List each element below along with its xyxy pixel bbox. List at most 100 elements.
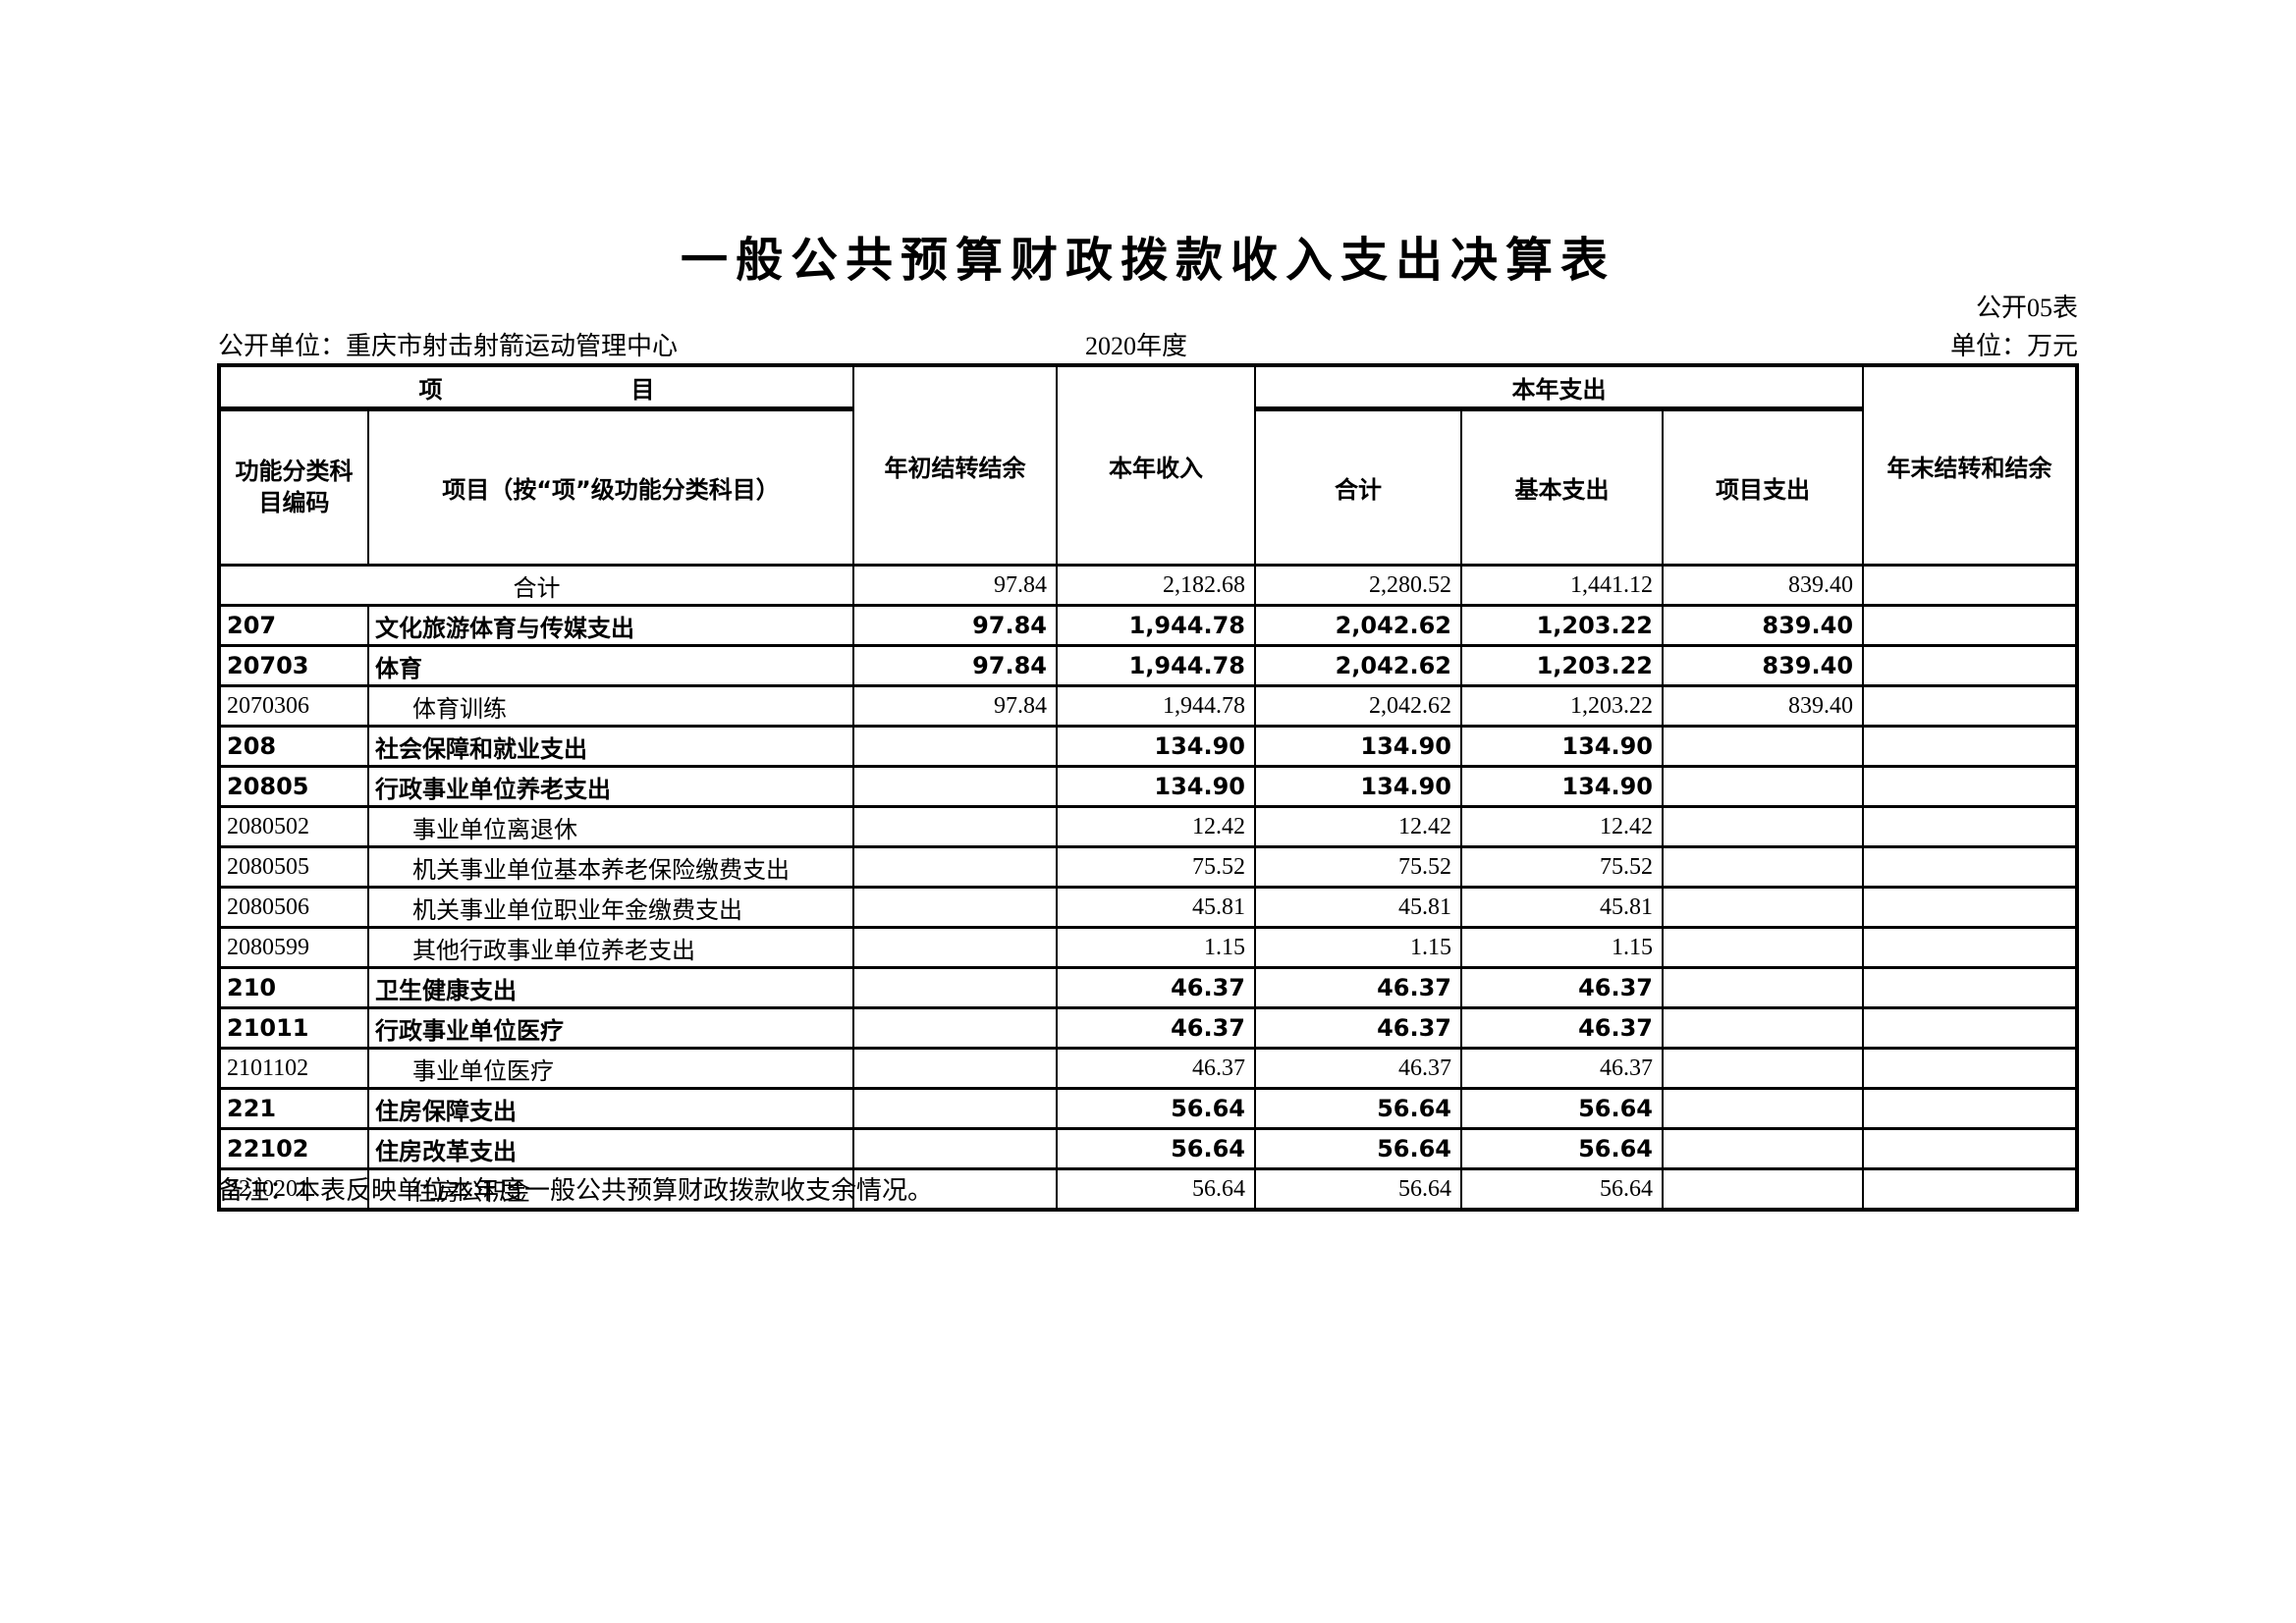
cell-function-code: 20703 <box>218 644 369 687</box>
cell-value: 1,944.78 <box>1056 684 1256 728</box>
cell-value: 1.15 <box>1056 926 1256 969</box>
cell-item-name: 卫生健康支出 <box>367 966 854 1009</box>
cell-value: 46.37 <box>1056 1047 1256 1090</box>
cell-value <box>1862 564 2079 607</box>
cell-function-code: 2080502 <box>218 805 369 848</box>
cell-value: 1,944.78 <box>1056 604 1256 647</box>
cell-value <box>852 765 1058 808</box>
cell-value: 134.90 <box>1056 765 1256 808</box>
table-body: 合计 97.84 2,182.68 2,280.52 1,441.12 839.40 207… <box>218 564 2079 1212</box>
cell-function-code: 2080599 <box>218 926 369 969</box>
cell-value: 56.64 <box>1056 1167 1256 1212</box>
cell-value <box>852 1127 1058 1170</box>
cell-value: 1.15 <box>1460 926 1664 969</box>
cell-value <box>852 1167 1058 1212</box>
cell-value: 839.40 <box>1661 644 1865 687</box>
table-header: 项 目 年初结转结余 本年收入 本年支出 年末结转和结余 功能分类科目编码 项目… <box>218 363 2079 567</box>
page-title: 一般公共预算财政拨款收入支出决算表 <box>680 233 1615 288</box>
cell-item-name: 事业单位离退休 <box>367 805 854 848</box>
cell-value: 45.81 <box>1460 886 1664 929</box>
cell-value: 1,203.22 <box>1460 644 1664 687</box>
table-row: 207 文化旅游体育与传媒支出 97.84 1,944.78 2,042.62 1,203… <box>218 604 2079 647</box>
cell-value <box>1862 886 2079 929</box>
cell-value <box>1862 604 2079 647</box>
budget-table: 项 目 年初结转结余 本年收入 本年支出 年末结转和结余 功能分类科目编码 项目… <box>217 363 2080 1212</box>
cell-value <box>852 886 1058 929</box>
table-number: 公开05表 <box>1975 294 2078 322</box>
cell-function-code: 21011 <box>218 1006 369 1050</box>
cell-value: 2,182.68 <box>1056 564 1256 607</box>
cell-value: 97.84 <box>852 644 1058 687</box>
cell-value: 56.64 <box>1254 1127 1462 1170</box>
cell-value <box>1862 644 2079 687</box>
cell-value <box>1661 1087 1865 1130</box>
cell-item-name: 事业单位医疗 <box>367 1047 854 1090</box>
table-row: 210 卫生健康支出 46.37 46.37 46.37 <box>218 966 2079 1009</box>
cell-value <box>852 725 1058 768</box>
cell-value: 12.42 <box>1460 805 1664 848</box>
cell-value: 134.90 <box>1056 725 1256 768</box>
header-expense-total: 合计 <box>1254 407 1462 567</box>
cell-value: 46.37 <box>1254 1006 1462 1050</box>
cell-value: 56.64 <box>1460 1127 1664 1170</box>
cell-value: 2,042.62 <box>1254 644 1462 687</box>
cell-value: 1,944.78 <box>1056 644 1256 687</box>
footnote: 备注：本表反映单位本年度一般公共预算财政拨款收支余情况。 <box>218 1176 934 1205</box>
cell-value <box>1862 1087 2079 1130</box>
cell-value <box>1661 765 1865 808</box>
cell-value: 1.15 <box>1254 926 1462 969</box>
cell-value: 75.52 <box>1056 845 1256 889</box>
cell-value <box>1661 845 1865 889</box>
cell-item-name: 住房公积金 <box>367 1167 854 1212</box>
cell-value: 46.37 <box>1056 966 1256 1009</box>
cell-item-name: 体育 <box>367 644 854 687</box>
cell-value <box>1862 684 2079 728</box>
cell-function-code: 20805 <box>218 765 369 808</box>
table-row: 21011 行政事业单位医疗 46.37 46.37 46.37 <box>218 1006 2079 1050</box>
cell-item-name: 住房保障支出 <box>367 1087 854 1130</box>
table-row: 2080506 机关事业单位职业年金缴费支出 45.81 45.81 45.81 <box>218 886 2079 929</box>
table-row: 208 社会保障和就业支出 134.90 134.90 134.90 <box>218 725 2079 768</box>
table-row: 2070306 体育训练 97.84 1,944.78 2,042.62 1,203.22… <box>218 684 2079 728</box>
cell-function-code: 2070306 <box>218 684 369 728</box>
cell-value <box>852 966 1058 1009</box>
cell-value <box>1661 1127 1865 1170</box>
cell-item-name: 文化旅游体育与传媒支出 <box>367 604 854 647</box>
budget-table-wrap: 项 目 年初结转结余 本年收入 本年支出 年末结转和结余 功能分类科目编码 项目… <box>217 363 2080 1212</box>
cell-value <box>1862 1167 2079 1212</box>
table-row: 2080502 事业单位离退休 12.42 12.42 12.42 <box>218 805 2079 848</box>
cell-value: 46.37 <box>1254 966 1462 1009</box>
header-item-name: 项目（按“项”级功能分类科目） <box>367 407 854 567</box>
cell-value: 75.52 <box>1254 845 1462 889</box>
cell-value <box>1862 1127 2079 1170</box>
cell-value: 2,280.52 <box>1254 564 1462 607</box>
cell-value <box>1862 805 2079 848</box>
cell-item-name: 行政事业单位医疗 <box>367 1006 854 1050</box>
table-row: 2080599 其他行政事业单位养老支出 1.15 1.15 1.15 <box>218 926 2079 969</box>
cell-value: 134.90 <box>1254 725 1462 768</box>
cell-value <box>1661 725 1865 768</box>
cell-value: 56.64 <box>1460 1167 1664 1212</box>
cell-item-name: 机关事业单位基本养老保险缴费支出 <box>367 845 854 889</box>
cell-value: 134.90 <box>1254 765 1462 808</box>
currency-unit: 单位：万元 <box>1949 332 2078 360</box>
cell-value <box>1661 886 1865 929</box>
header-item-group: 项 目 <box>218 363 854 411</box>
cell-value: 46.37 <box>1460 1006 1664 1050</box>
cell-item-name: 行政事业单位养老支出 <box>367 765 854 808</box>
cell-value: 56.64 <box>1254 1087 1462 1130</box>
cell-value <box>1862 966 2079 1009</box>
cell-value <box>1862 725 2079 768</box>
header-yearend-balance: 年末结转和结余 <box>1862 363 2079 567</box>
cell-value <box>852 1087 1058 1130</box>
cell-value: 56.64 <box>1460 1087 1664 1130</box>
cell-function-code: 2080506 <box>218 886 369 929</box>
cell-value: 56.64 <box>1254 1167 1462 1212</box>
cell-value <box>852 1006 1058 1050</box>
cell-value: 75.52 <box>1460 845 1664 889</box>
cell-item-name: 体育训练 <box>367 684 854 728</box>
cell-value <box>1661 1006 1865 1050</box>
header-expense-group: 本年支出 <box>1253 363 1865 411</box>
cell-value: 56.64 <box>1056 1087 1256 1130</box>
cell-item-name: 住房改革支出 <box>367 1127 854 1170</box>
